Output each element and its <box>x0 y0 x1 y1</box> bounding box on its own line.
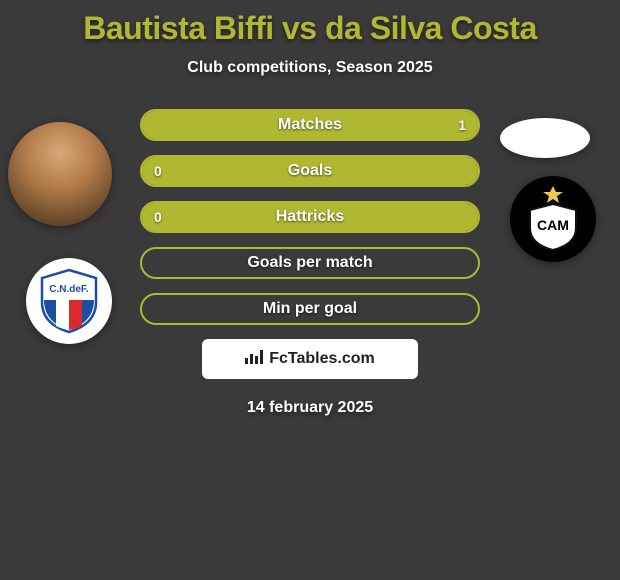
stat-label: Goals per match <box>142 254 478 272</box>
stat-label: Goals <box>142 162 478 180</box>
stat-row: Hattricks0 <box>140 201 480 233</box>
stat-row: Goals per match <box>140 247 480 279</box>
watermark-text: FcTables.com <box>269 350 375 368</box>
stat-row: Goals0 <box>140 155 480 187</box>
page-title: Bautista Biffi vs da Silva Costa <box>0 0 620 47</box>
date-text: 14 february 2025 <box>0 399 620 417</box>
stat-value-left: 0 <box>154 209 162 225</box>
subtitle: Club competitions, Season 2025 <box>0 59 620 77</box>
stat-row: Matches1 <box>140 109 480 141</box>
stat-label: Matches <box>142 116 478 134</box>
stat-row: Min per goal <box>140 293 480 325</box>
stats-chart: Matches1Goals0Hattricks0Goals per matchM… <box>0 109 620 325</box>
stat-label: Min per goal <box>142 300 478 318</box>
stat-value-left: 0 <box>154 163 162 179</box>
stat-value-right: 1 <box>458 117 466 133</box>
stat-label: Hattricks <box>142 208 478 226</box>
watermark: FcTables.com <box>202 339 418 379</box>
bars-icon <box>245 350 263 369</box>
